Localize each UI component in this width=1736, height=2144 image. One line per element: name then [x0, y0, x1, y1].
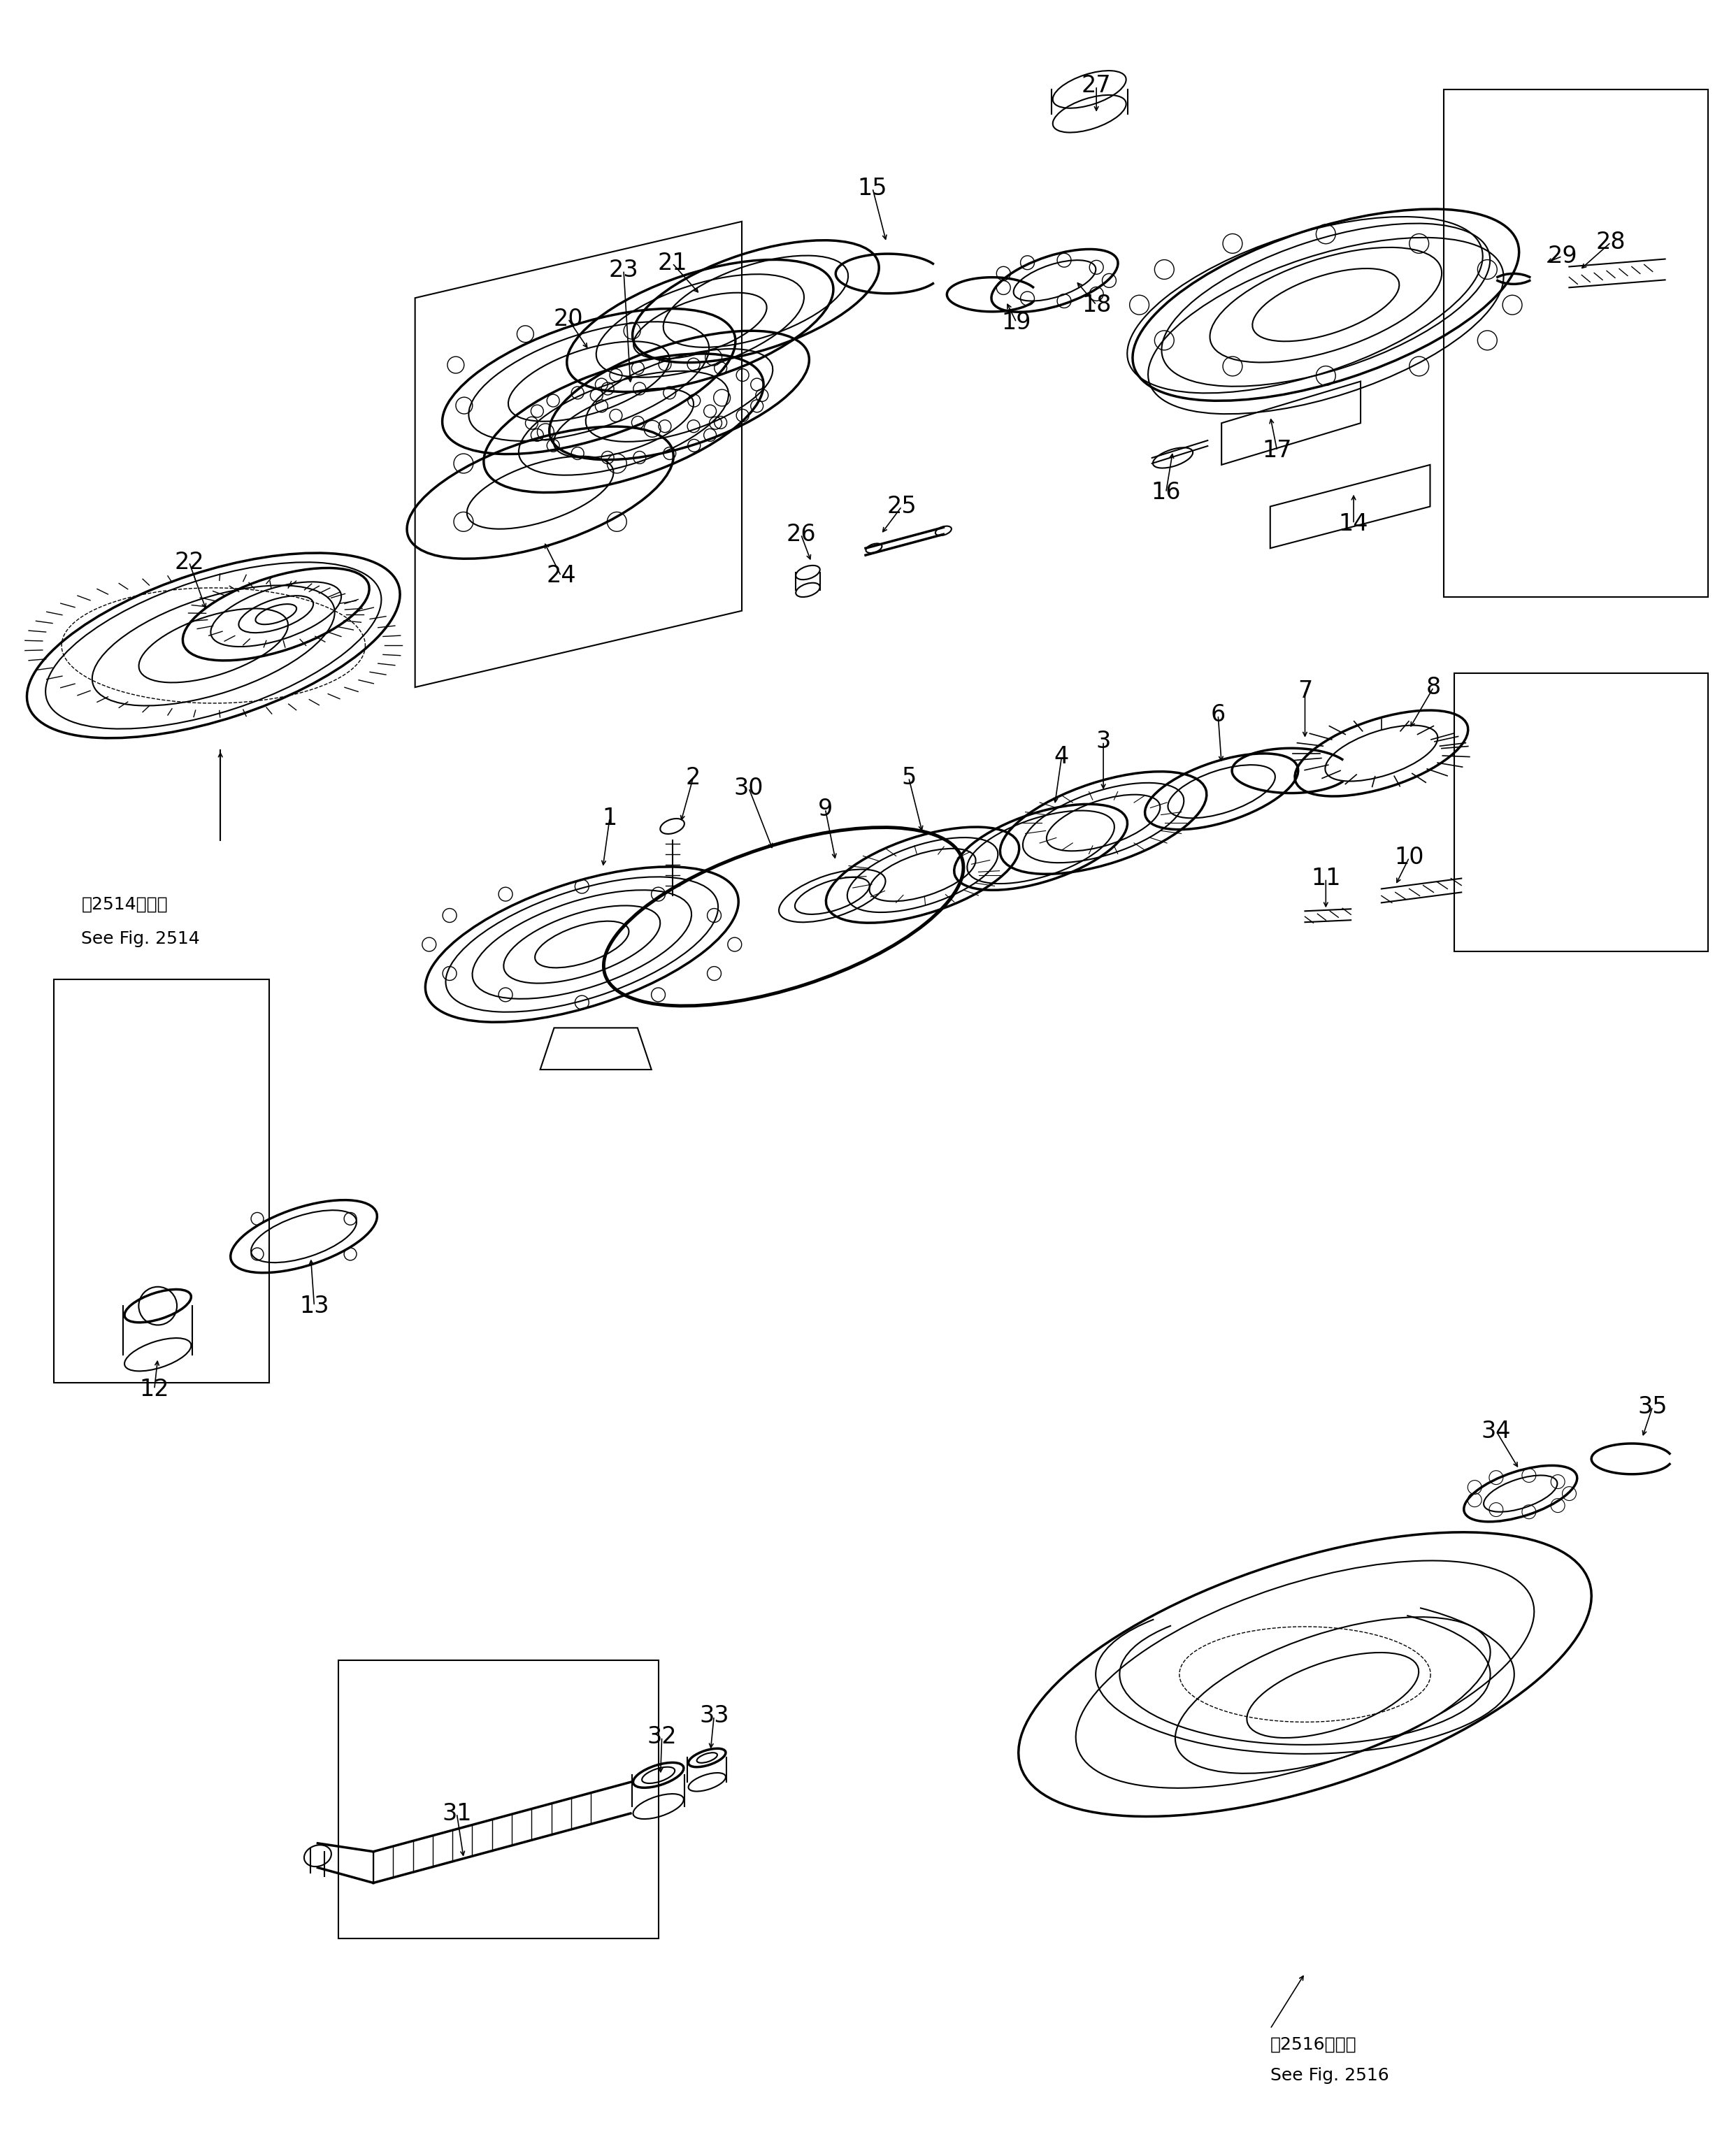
- Text: 2: 2: [686, 765, 701, 789]
- Text: 26: 26: [786, 523, 816, 547]
- Polygon shape: [415, 221, 741, 688]
- Text: 29: 29: [1547, 244, 1576, 268]
- Text: 22: 22: [174, 551, 205, 575]
- Text: 18: 18: [1082, 294, 1111, 317]
- Text: 23: 23: [609, 259, 639, 281]
- Text: 24: 24: [547, 564, 576, 587]
- Text: 6: 6: [1210, 703, 1226, 727]
- Text: See Fig. 2514: See Fig. 2514: [82, 930, 200, 948]
- Text: 1: 1: [602, 806, 616, 830]
- Text: 3: 3: [1095, 729, 1111, 753]
- Text: 11: 11: [1311, 866, 1340, 890]
- Text: 30: 30: [734, 776, 764, 800]
- Text: 20: 20: [554, 307, 583, 330]
- Polygon shape: [1271, 465, 1430, 549]
- Text: 25: 25: [887, 495, 917, 519]
- Text: 9: 9: [818, 798, 833, 821]
- Text: 10: 10: [1394, 847, 1424, 868]
- Text: 34: 34: [1481, 1419, 1510, 1443]
- Polygon shape: [1444, 90, 1708, 596]
- Text: 35: 35: [1637, 1396, 1668, 1417]
- Text: 8: 8: [1427, 675, 1441, 699]
- Text: 17: 17: [1262, 440, 1292, 463]
- Text: 31: 31: [443, 1801, 472, 1825]
- Text: See Fig. 2516: See Fig. 2516: [1271, 2067, 1389, 2084]
- Polygon shape: [54, 980, 269, 1383]
- Polygon shape: [540, 1027, 651, 1070]
- Text: 7: 7: [1297, 680, 1312, 703]
- Text: 14: 14: [1338, 512, 1368, 536]
- Polygon shape: [1455, 673, 1708, 952]
- Text: 28: 28: [1595, 232, 1625, 253]
- Text: 15: 15: [858, 176, 887, 199]
- Text: 13: 13: [299, 1295, 330, 1316]
- Text: 第2516図参照: 第2516図参照: [1271, 2037, 1356, 2052]
- Text: 27: 27: [1082, 75, 1111, 96]
- Text: 4: 4: [1054, 746, 1069, 768]
- Text: 12: 12: [139, 1379, 168, 1400]
- Text: 第2514図参照: 第2514図参照: [82, 896, 168, 913]
- Text: 19: 19: [1002, 311, 1031, 334]
- Polygon shape: [339, 1659, 658, 1938]
- Text: 5: 5: [901, 765, 917, 789]
- Text: 21: 21: [658, 251, 687, 274]
- Polygon shape: [1222, 382, 1361, 465]
- Text: 32: 32: [648, 1726, 677, 1750]
- Text: 16: 16: [1151, 480, 1180, 504]
- Wedge shape: [535, 806, 630, 845]
- Text: 33: 33: [700, 1704, 729, 1728]
